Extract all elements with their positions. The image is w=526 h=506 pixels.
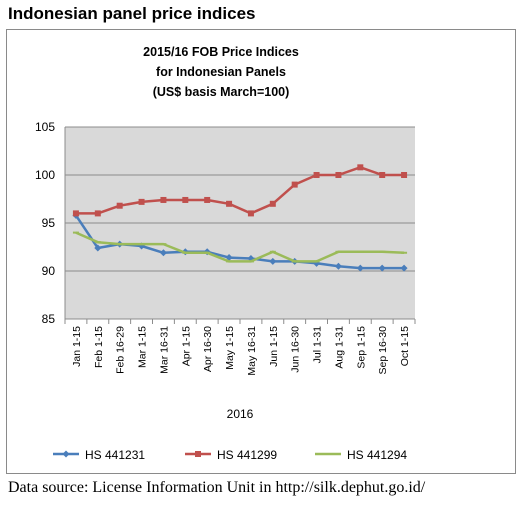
data-point — [225, 254, 233, 262]
y-tick-label: 95 — [42, 216, 56, 230]
x-tick-label: Jul 1-31 — [312, 326, 324, 364]
x-tick-label: Feb 1-15 — [93, 326, 105, 368]
data-point — [94, 244, 102, 252]
data-point — [182, 196, 189, 203]
x-tick-label: Sep 1-15 — [355, 326, 367, 369]
data-point — [335, 172, 342, 178]
data-point — [357, 164, 364, 171]
data-point — [400, 264, 408, 272]
line-chart: 2015/16 FOB Price Indices for Indonesian … — [35, 45, 416, 462]
data-point — [226, 200, 233, 207]
chart-title-line: (US$ basis March=100) — [153, 85, 290, 99]
series-line — [75, 166, 405, 215]
data-point — [247, 255, 255, 263]
data-point — [116, 202, 123, 209]
legend-marker — [62, 450, 70, 458]
x-tick-label: Oct 1-15 — [399, 326, 411, 366]
data-point — [269, 257, 277, 265]
y-tick-label: 105 — [35, 120, 55, 134]
data-point — [313, 172, 320, 178]
x-tick-label: May 16-31 — [246, 326, 258, 376]
x-axis-title: 2016 — [227, 407, 254, 421]
series-line — [75, 231, 405, 263]
data-point — [334, 262, 342, 270]
chart-frame: 2015/16 FOB Price Indices for Indonesian … — [6, 29, 516, 474]
data-point — [94, 210, 101, 217]
data-point — [72, 210, 79, 217]
x-tick-label: Apr 1-15 — [180, 326, 192, 366]
legend-label: HS 441299 — [217, 448, 277, 462]
data-point — [138, 198, 145, 205]
data-point — [378, 264, 386, 272]
data-point — [160, 196, 167, 203]
data-point — [291, 181, 298, 188]
y-tick-label: 85 — [42, 312, 56, 326]
data-point — [379, 172, 386, 178]
data-point — [356, 264, 364, 272]
x-tick-label: Jun 16-30 — [290, 326, 302, 373]
data-point — [269, 200, 276, 207]
x-tick-label: Jan 1-15 — [71, 326, 83, 367]
y-tick-label: 100 — [35, 168, 55, 182]
x-tick-label: Jun 1-15 — [268, 326, 280, 367]
y-tick-label: 90 — [42, 264, 56, 278]
data-point — [204, 196, 211, 203]
x-tick-label: Mar 16-31 — [158, 326, 170, 374]
x-tick-label: Aug 1-31 — [333, 326, 345, 369]
chart-title-line: for Indonesian Panels — [156, 65, 286, 79]
page-heading: Indonesian panel price indices — [8, 4, 256, 23]
data-source-note: Data source: License Information Unit in… — [8, 479, 426, 496]
chart-title-line: 2015/16 FOB Price Indices — [143, 45, 299, 59]
data-point — [401, 172, 408, 178]
legend-label: HS 441294 — [347, 448, 407, 462]
legend-marker — [195, 451, 201, 457]
x-tick-label: May 1-15 — [224, 326, 236, 370]
legend-label: HS 441231 — [85, 448, 145, 462]
data-point — [247, 210, 254, 217]
data-point — [159, 249, 167, 257]
x-tick-label: Apr 16-30 — [202, 326, 214, 372]
x-tick-label: Sep 16-30 — [377, 326, 389, 375]
x-tick-label: Mar 1-15 — [137, 326, 149, 368]
x-tick-label: Feb 16-29 — [115, 326, 127, 374]
